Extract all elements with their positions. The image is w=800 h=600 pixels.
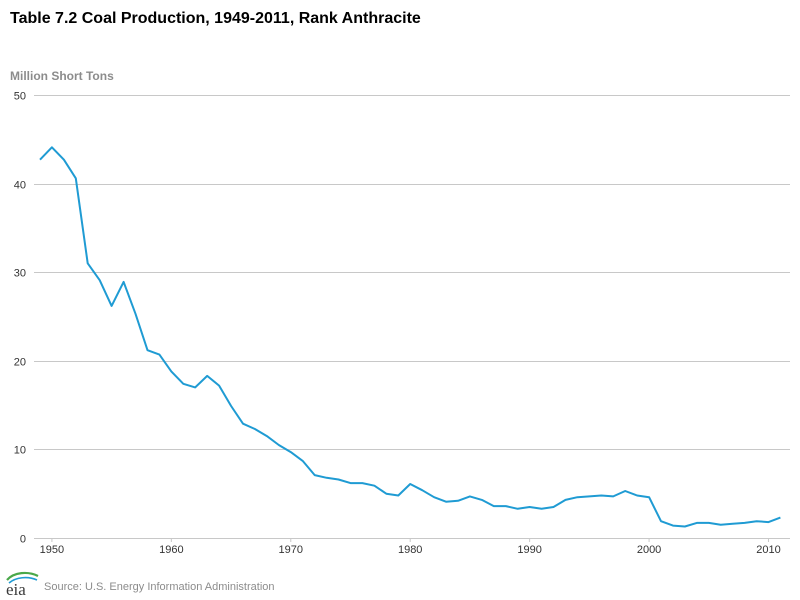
data-point[interactable] (634, 493, 640, 499)
data-point[interactable] (264, 433, 270, 439)
x-tick-label: 1960 (159, 544, 183, 556)
data-point[interactable] (168, 368, 174, 374)
eia-logo: eia (6, 571, 39, 598)
data-point[interactable] (97, 277, 103, 283)
data-point[interactable] (359, 480, 365, 486)
series-line-0 (39, 146, 781, 528)
data-point[interactable] (145, 347, 151, 353)
data-point[interactable] (491, 503, 497, 509)
data-point[interactable] (443, 499, 449, 505)
y-tick-label: 10 (14, 445, 26, 457)
data-point[interactable] (682, 524, 688, 530)
data-point[interactable] (455, 498, 461, 504)
data-point[interactable] (646, 494, 652, 500)
data-point[interactable] (240, 421, 246, 427)
data-point[interactable] (503, 503, 509, 509)
data-point[interactable] (586, 493, 592, 499)
y-tick-label: 30 (14, 268, 26, 280)
data-point[interactable] (766, 519, 772, 525)
y-axis-label: Million Short Tons (10, 69, 114, 83)
x-tick-label: 1980 (398, 544, 422, 556)
data-point[interactable] (348, 480, 354, 486)
data-point[interactable] (670, 523, 676, 529)
data-point[interactable] (109, 303, 115, 309)
data-point[interactable] (371, 483, 377, 489)
x-tick-label: 1990 (517, 544, 541, 556)
data-point[interactable] (383, 491, 389, 497)
data-point[interactable] (694, 520, 700, 526)
data-point[interactable] (754, 518, 760, 524)
x-tick-label: 1950 (40, 544, 64, 556)
data-point[interactable] (228, 403, 234, 409)
data-point[interactable] (312, 472, 318, 478)
data-point[interactable] (622, 488, 628, 494)
logo-text: eia (6, 580, 26, 598)
data-point[interactable] (658, 518, 664, 524)
y-tick-label: 50 (14, 91, 26, 103)
gridlines (34, 95, 790, 539)
y-tick-label: 40 (14, 180, 26, 192)
data-point[interactable] (121, 279, 127, 285)
series-layer (37, 144, 783, 530)
data-point[interactable] (216, 383, 222, 389)
x-tick-label: 2000 (637, 544, 661, 556)
y-axis-ticks: 0 10 20 30 40 50 (14, 91, 26, 546)
data-point[interactable] (419, 487, 425, 493)
data-point[interactable] (407, 481, 413, 487)
x-tick-label: 1970 (279, 544, 303, 556)
data-point[interactable] (395, 493, 401, 499)
data-point[interactable] (288, 449, 294, 455)
data-point[interactable] (610, 493, 616, 499)
data-point[interactable] (730, 521, 736, 527)
data-point[interactable] (156, 352, 162, 358)
data-point[interactable] (515, 506, 521, 512)
x-tick-label: 2010 (756, 544, 780, 556)
data-point[interactable] (61, 157, 67, 163)
x-axis-ticks: 1950 1960 1970 1980 1990 2000 2010 (40, 538, 781, 556)
data-point[interactable] (192, 384, 198, 390)
data-point[interactable] (180, 381, 186, 387)
data-point[interactable] (324, 475, 330, 481)
data-point[interactable] (598, 493, 604, 499)
data-point[interactable] (300, 458, 306, 464)
data-point[interactable] (479, 497, 485, 503)
chart-title: Table 7.2 Coal Production, 1949-2011, Ra… (10, 10, 421, 27)
data-point[interactable] (37, 157, 43, 163)
data-point[interactable] (742, 520, 748, 526)
data-point[interactable] (204, 373, 210, 379)
data-point[interactable] (49, 144, 55, 150)
data-point[interactable] (276, 442, 282, 448)
data-point[interactable] (718, 522, 724, 528)
data-point[interactable] (73, 175, 79, 181)
source-note: Source: U.S. Energy Information Administ… (44, 581, 275, 593)
data-point[interactable] (777, 515, 783, 521)
y-tick-label: 20 (14, 357, 26, 369)
data-point[interactable] (85, 260, 91, 266)
data-point[interactable] (133, 311, 139, 317)
y-tick-label: 0 (20, 534, 26, 546)
data-point[interactable] (336, 477, 342, 483)
data-point[interactable] (551, 504, 557, 510)
data-point[interactable] (563, 497, 569, 503)
data-point[interactable] (574, 494, 580, 500)
data-point[interactable] (431, 494, 437, 500)
data-point[interactable] (539, 506, 545, 512)
data-point[interactable] (527, 504, 533, 510)
data-point[interactable] (706, 520, 712, 526)
data-point[interactable] (252, 426, 258, 432)
data-point[interactable] (467, 493, 473, 499)
